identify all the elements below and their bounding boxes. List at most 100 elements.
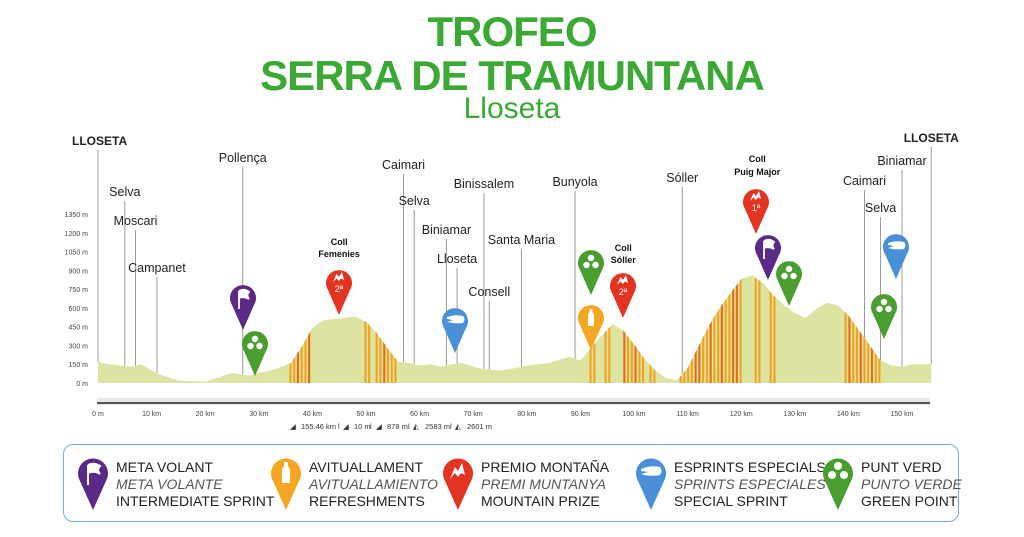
- distance-icon: ◢: [290, 422, 297, 431]
- legend-item-esprints-especials: ESPRINTS ESPECIALS SPRINTS ESPECIALES SP…: [634, 455, 826, 515]
- waypoint-label: Biniamar: [422, 223, 471, 237]
- premio-montana-marker-icon: 2ª: [326, 270, 352, 315]
- special-sprint-pin-icon: [636, 458, 666, 510]
- elevation-loss-icon: ◭: [455, 422, 462, 431]
- esprints-especials-marker-icon: [442, 308, 468, 353]
- meta-volant-marker-icon: [755, 235, 781, 280]
- profile-markers: 2ª 2ª 1ª: [230, 189, 909, 376]
- waypoint-label: Santa Maria: [488, 233, 555, 247]
- waypoint-label: Biniamar: [877, 154, 926, 168]
- x-tick-label: 0 m: [92, 411, 104, 418]
- waypoint-label: Sóller: [666, 171, 698, 185]
- climb-name: Coll: [331, 237, 348, 247]
- legend: META VOLANT META VOLANTE INTERMEDIATE SP…: [63, 444, 962, 522]
- waypoint-labels: LLOSETA Selva Moscari Campanet Pollença Caima…: [72, 131, 959, 299]
- x-tick-label: 150 km: [891, 411, 914, 418]
- waypoint-label: Campanet: [128, 261, 186, 275]
- x-tick-label: 70 km: [464, 411, 483, 418]
- svg-text:l: l: [338, 422, 340, 431]
- x-tick-label: 80 km: [517, 411, 536, 418]
- x-tick-label: 130 km: [783, 411, 806, 418]
- x-tick-label: 40 km: [303, 411, 322, 418]
- x-tick-label: 30 km: [249, 411, 268, 418]
- punt-verd-marker-icon: [578, 250, 604, 295]
- title-subtitle: Lloseta: [463, 92, 561, 125]
- waypoint-label: Pollença: [219, 151, 267, 165]
- x-tick-label: 60 km: [410, 411, 429, 418]
- legend-item-avituallament: AVITUALLAMENT AVITUALLAMIENTO REFRESHMEN…: [269, 455, 438, 515]
- y-axis: 0 m 150 m 300 m 450 m 600 m 750 m 900 m 1050 m 1…: [65, 212, 89, 388]
- y-tick-label: 600 m: [69, 306, 89, 313]
- x-tick-label: 140 km: [837, 411, 860, 418]
- meta-volant-pin-icon: [78, 458, 108, 510]
- y-tick-label: 750 m: [69, 287, 89, 294]
- legend-item-premio-montana: PREMIO MONTAÑA PREMI MUNTANYA MOUNTAIN P…: [441, 455, 609, 515]
- mountain-prize-pin-icon: [443, 458, 473, 510]
- punt-verd-marker-icon: [871, 294, 897, 339]
- waypoint-label: Selva: [865, 201, 896, 215]
- elevation-gain-icon: ◭: [413, 422, 420, 431]
- waypoint-label: Selva: [399, 194, 430, 208]
- premio-montana-marker-icon: 2ª: [610, 273, 636, 318]
- waypoint-label: Bunyola: [552, 175, 597, 189]
- premio-montana-marker-icon: 1ª: [743, 189, 769, 234]
- stat-elevation-gain: 2583 m: [425, 422, 450, 431]
- x-tick-label: 50 km: [356, 411, 375, 418]
- title-line-1: TROFEO: [427, 8, 598, 55]
- punt-verd-marker-icon: [242, 331, 268, 376]
- avituallament-marker-icon: [578, 305, 604, 350]
- svg-text:l: l: [408, 422, 410, 431]
- y-tick-label: 450 m: [69, 325, 89, 332]
- waypoint-label: LLOSETA: [904, 131, 959, 145]
- green-point-pin-icon: [823, 458, 853, 510]
- title-line-2: SERRA DE TRAMUNTANA: [260, 52, 765, 99]
- y-tick-label: 300 m: [69, 343, 89, 350]
- stat-distance: 155.46 km: [301, 422, 336, 431]
- stat-elevation-loss: 2601 m: [467, 422, 492, 431]
- climb-category: 1ª: [752, 203, 761, 214]
- esprints-especials-marker-icon: [883, 234, 909, 279]
- y-tick-label: 1200 m: [65, 231, 89, 238]
- waypoint-label: Binissalem: [454, 177, 514, 191]
- y-tick-label: 1350 m: [65, 212, 89, 219]
- svg-text:l: l: [370, 422, 372, 431]
- climb-name: Puig Major: [734, 167, 780, 177]
- stat-max-altitude: 878 m: [387, 422, 408, 431]
- avituallament-pin-icon: [271, 458, 301, 510]
- waypoint-label: Consell: [468, 285, 510, 299]
- climb-name: Coll: [749, 154, 766, 164]
- stat-min-altitude: 10 m: [354, 422, 371, 431]
- elevation-profile: [98, 275, 932, 383]
- meta-volant-marker-icon: [230, 285, 256, 330]
- climb-name: Coll: [615, 243, 632, 253]
- legend-item-punt-verd: PUNT VERD PUNTO VERDE GREEN POINT: [821, 455, 962, 515]
- waypoint-label: Lloseta: [437, 252, 477, 266]
- min-altitude-icon: ◢: [343, 422, 350, 431]
- waypoint-label: Moscari: [114, 214, 158, 228]
- y-tick-label: 900 m: [69, 268, 89, 275]
- waypoint-label: LLOSETA: [72, 134, 127, 148]
- x-tick-label: 90 km: [571, 411, 590, 418]
- climb-name: Femenies: [318, 249, 360, 259]
- climb-labels: Coll Femenies Coll Sóller Coll Puig Major: [318, 154, 780, 265]
- punt-verd-marker-icon: [776, 261, 802, 306]
- x-tick-label: 120 km: [730, 411, 753, 418]
- y-tick-label: 150 m: [69, 362, 89, 369]
- x-tick-label: 20 km: [196, 411, 215, 418]
- svg-text:l: l: [450, 422, 452, 431]
- climb-category: 2ª: [619, 287, 628, 298]
- max-altitude-icon: ◢: [376, 422, 383, 431]
- distance-bar: [97, 398, 930, 405]
- waypoint-label: Selva: [109, 185, 140, 199]
- x-axis: 0 m 10 km 20 km 30 km 40 km 50 km 60 km 70 km 80…: [92, 411, 913, 418]
- x-tick-label: 100 km: [623, 411, 646, 418]
- elevation-profile-chart: 0 m 150 m 300 m 450 m 600 m 750 m 900 m 1050 m 1…: [65, 131, 960, 431]
- x-tick-label: 110 km: [676, 411, 699, 418]
- waypoint-label: Caimari: [843, 174, 886, 188]
- waypoint-label: Caimari: [382, 158, 425, 172]
- y-tick-label: 1050 m: [65, 250, 89, 257]
- climb-name: Sóller: [611, 255, 637, 265]
- climb-category: 2ª: [335, 284, 344, 295]
- stats-line: ◢ 155.46 km l ◢ 10 m l ◢ 878 m l ◭ 2583 …: [290, 422, 492, 431]
- legend-item-meta-volant: META VOLANT META VOLANTE INTERMEDIATE SP…: [76, 455, 274, 515]
